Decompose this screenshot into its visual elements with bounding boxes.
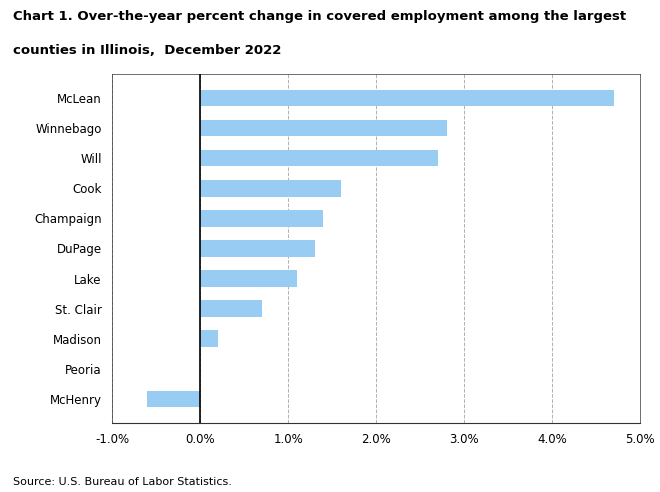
Text: Chart 1. Over-the-year percent change in covered employment among the largest: Chart 1. Over-the-year percent change in… [13, 10, 626, 23]
Bar [200, 90, 614, 106]
Bar [200, 240, 315, 257]
Text: counties in Illinois,  December 2022: counties in Illinois, December 2022 [13, 44, 282, 57]
Bar [200, 270, 297, 287]
Bar [200, 120, 447, 136]
Bar [200, 150, 438, 166]
Bar [147, 391, 200, 407]
Bar [200, 301, 262, 317]
Text: Source: U.S. Bureau of Labor Statistics.: Source: U.S. Bureau of Labor Statistics. [13, 477, 232, 487]
Bar [200, 180, 341, 196]
Bar [200, 210, 323, 227]
Bar [200, 331, 218, 347]
